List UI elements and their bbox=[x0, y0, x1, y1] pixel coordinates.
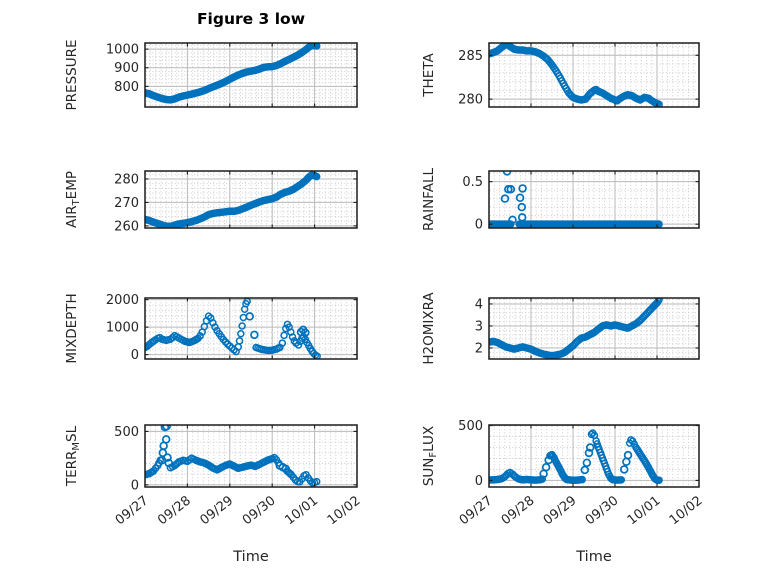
x-tick-label: 09/29 bbox=[198, 493, 237, 528]
y-tick-label: 285 bbox=[458, 49, 483, 64]
y-tick-label: 1000 bbox=[106, 321, 139, 336]
major-grid bbox=[145, 171, 357, 228]
subplot-pressure: 800 900 1000 PRESSURE bbox=[64, 40, 358, 111]
y-tick-label: 2 bbox=[475, 341, 483, 356]
y-tick-label: 2000 bbox=[106, 293, 139, 308]
subplot-air-temp: 260 270 280 AIRTEMP bbox=[64, 170, 358, 234]
major-grid bbox=[145, 425, 357, 487]
y-axis-label-terr-msl: TERRMSL bbox=[64, 425, 82, 487]
data-points bbox=[245, 312, 310, 340]
y-axis-label-sun-flux: SUNFLUX bbox=[421, 426, 439, 486]
y-tick-label: 500 bbox=[458, 419, 483, 434]
x-tick-label: 09/28 bbox=[155, 493, 194, 528]
x-axis-label-left: Time bbox=[233, 549, 269, 565]
axes-frame bbox=[488, 170, 700, 229]
data-points bbox=[539, 443, 633, 479]
minor-grid bbox=[490, 44, 698, 106]
data-points bbox=[500, 171, 527, 225]
data-points bbox=[157, 425, 291, 474]
data-series bbox=[145, 298, 321, 359]
x-tick-label: 09/30 bbox=[583, 493, 622, 528]
subplot-sun-flux: 0 500 SUNFLUX 09/27 09/28 09/29 09/30 10/01 10/0… bbox=[421, 419, 705, 528]
data-series bbox=[145, 171, 321, 228]
minor-grid bbox=[490, 172, 698, 227]
y-tick-label: 800 bbox=[114, 80, 139, 95]
axes-frame bbox=[144, 170, 358, 229]
subplot-theta: 280 285 THETA bbox=[421, 42, 700, 108]
subplot-mixdepth: 0 1000 2000 MIXDEPTH bbox=[64, 293, 358, 364]
axes-frame bbox=[488, 297, 700, 360]
x-tick-label: 09/27 bbox=[457, 493, 496, 528]
x-tick-label: 09/27 bbox=[113, 493, 152, 528]
minor-grid bbox=[146, 299, 356, 358]
minor-grid bbox=[146, 426, 356, 486]
y-tick-label: 3 bbox=[475, 319, 483, 334]
y-axis-label-pressure: PRESSURE bbox=[64, 40, 80, 111]
y-axis-label-air-temp: AIRTEMP bbox=[64, 171, 82, 228]
y-tick-label: 1000 bbox=[106, 43, 139, 58]
minor-grid bbox=[146, 172, 356, 227]
y-tick-label: 0 bbox=[475, 474, 483, 489]
y-tick-label: 270 bbox=[114, 196, 139, 211]
axes-frame bbox=[488, 424, 700, 488]
data-series bbox=[489, 298, 663, 359]
y-tick-label: 260 bbox=[114, 219, 139, 234]
x-tick-label: 10/02 bbox=[325, 493, 364, 528]
x-tick-label: 09/28 bbox=[499, 493, 538, 528]
y-axis-label-theta: THETA bbox=[421, 53, 437, 98]
data-series bbox=[489, 43, 663, 107]
y-tick-label: 280 bbox=[114, 172, 139, 187]
figure-title: Figure 3 low bbox=[196, 10, 306, 28]
x-tick-label: 10/01 bbox=[282, 493, 321, 528]
y-tick-label: 280 bbox=[458, 93, 483, 108]
y-tick-label: 0.5 bbox=[462, 175, 483, 190]
minor-grid bbox=[490, 299, 698, 358]
x-tick-label: 09/29 bbox=[541, 493, 580, 528]
x-tick-label: 10/01 bbox=[625, 493, 664, 528]
data-series bbox=[489, 220, 663, 228]
y-tick-label: 0 bbox=[131, 348, 139, 363]
subplot-terr-msl: 0 500 TERRMSL 09/27 09/28 09/29 09/30 10/01 10/0… bbox=[64, 424, 364, 528]
y-axis-label-mixdepth: MIXDEPTH bbox=[64, 293, 80, 363]
subplot-h2omixra: 2 3 4 H2OMIXRA bbox=[421, 292, 700, 365]
y-tick-label: 0 bbox=[131, 478, 139, 493]
axes-frame bbox=[144, 42, 358, 108]
x-tick-label: 09/30 bbox=[240, 493, 279, 528]
y-axis-label-h2omixra: H2OMIXRA bbox=[421, 292, 437, 365]
subplot-rainfall: 0 0.5 RAINFALL bbox=[421, 168, 700, 233]
y-tick-label: 0 bbox=[475, 218, 483, 233]
axes-frame bbox=[488, 42, 700, 108]
minor-grid bbox=[490, 426, 698, 486]
x-axis-label-right: Time bbox=[576, 549, 612, 565]
y-tick-label: 4 bbox=[475, 297, 483, 312]
data-series bbox=[489, 429, 663, 484]
data-series bbox=[145, 43, 321, 104]
axes-frame bbox=[144, 297, 358, 360]
axes-frame bbox=[144, 424, 358, 488]
y-axis-label-rainfall: RAINFALL bbox=[421, 168, 437, 231]
x-tick-label: 10/02 bbox=[667, 493, 706, 528]
y-tick-label: 900 bbox=[114, 61, 139, 76]
y-tick-label: 500 bbox=[114, 425, 139, 440]
